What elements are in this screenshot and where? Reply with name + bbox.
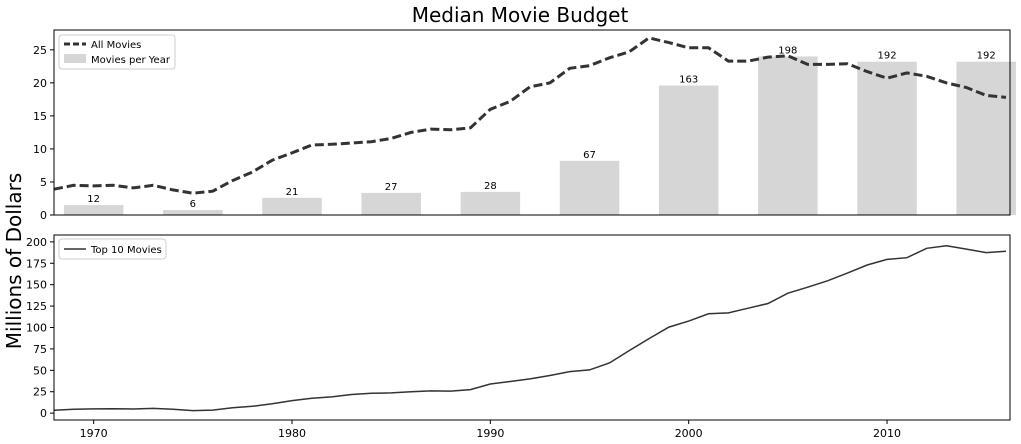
bar-data-label-2005: 198 [778, 45, 797, 56]
legend-label-top-10-movies: Top 10 Movies [90, 245, 162, 256]
bar-data-label-1995: 67 [583, 150, 596, 161]
bottom-ytick-label-25: 25 [33, 386, 47, 399]
bar-movies-per-year-2000 [658, 85, 719, 215]
line-top-10-movies [53, 244, 1007, 412]
xtick-label-1990: 1990 [476, 427, 504, 440]
xtick-label-2010: 2010 [873, 427, 901, 440]
bottom-ytick-label-100: 100 [26, 322, 47, 335]
line-all-movies [53, 36, 1007, 195]
bottom-ytick-label-150: 150 [26, 279, 47, 292]
bar-movies-per-year-1975 [163, 210, 223, 215]
bar-data-label-1970: 12 [87, 194, 100, 205]
bar-data-label-2010: 192 [877, 51, 896, 62]
xtick-label-2000: 2000 [675, 427, 703, 440]
bottom-legend: Top 10 Movies [58, 238, 167, 260]
legend-swatch-movies-per-year [64, 54, 86, 63]
bar-movies-per-year-1985 [361, 192, 421, 215]
bottom-ytick-label-50: 50 [33, 364, 47, 377]
legend-label-all-movies: All Movies [91, 40, 141, 51]
bottom-ytick-label-175: 175 [26, 257, 47, 270]
bar-data-label-2000: 163 [679, 75, 698, 86]
legend-label-movies-per-year: Movies per Year [91, 55, 171, 66]
bar-movies-per-year-1990 [460, 191, 521, 215]
figure-ylabel: Millions of Dollars [2, 173, 26, 349]
top-chart-panel: 12 6 21 27 28 67 163 198 192 192 0 5 10 15 20 25 All Mov… [33, 29, 1016, 222]
bar-movies-per-year-2015 [956, 61, 1016, 215]
bottom-ytick-label-125: 125 [26, 300, 47, 313]
bar-data-label-1990: 28 [484, 181, 497, 192]
bar-movies-per-year-1980 [262, 197, 322, 215]
bottom-ytick-label-0: 0 [40, 407, 47, 420]
xtick-label-1980: 1980 [278, 427, 306, 440]
top-ytick-label-25: 25 [33, 44, 47, 57]
top-ytick-label-15: 15 [33, 110, 47, 123]
top-axes-frame [53, 29, 1011, 216]
bar-movies-per-year-1995 [559, 160, 620, 215]
bar-data-label-1975: 6 [190, 199, 196, 210]
bar-movies-per-year-1970 [63, 205, 124, 215]
bottom-axes-frame [53, 234, 1011, 421]
bar-data-label-1985: 27 [385, 182, 398, 193]
bar-movies-per-year-2010 [857, 61, 917, 215]
top-legend-box [58, 34, 176, 70]
top-ytick-label-10: 10 [33, 143, 47, 156]
bottom-ytick-label-200: 200 [26, 236, 47, 249]
bar-movies-per-year-2005 [758, 56, 818, 215]
top-legend: All Movies Movies per Year [58, 34, 176, 70]
bottom-chart-panel: 0 25 50 75 100 125 150 175 200 1970 1980 1990 2000 20… [26, 234, 1011, 440]
figure-title: Median Movie Budget [412, 3, 629, 27]
bar-data-label-1980: 21 [286, 187, 299, 198]
xtick-label-1970: 1970 [80, 427, 108, 440]
top-ytick-label-20: 20 [33, 77, 47, 90]
bar-data-label-2015: 192 [977, 51, 996, 62]
top-ytick-label-5: 5 [40, 176, 47, 189]
bottom-ytick-label-75: 75 [33, 343, 47, 356]
top-ytick-label-0: 0 [40, 209, 47, 222]
bottom-legend-box [58, 238, 167, 260]
